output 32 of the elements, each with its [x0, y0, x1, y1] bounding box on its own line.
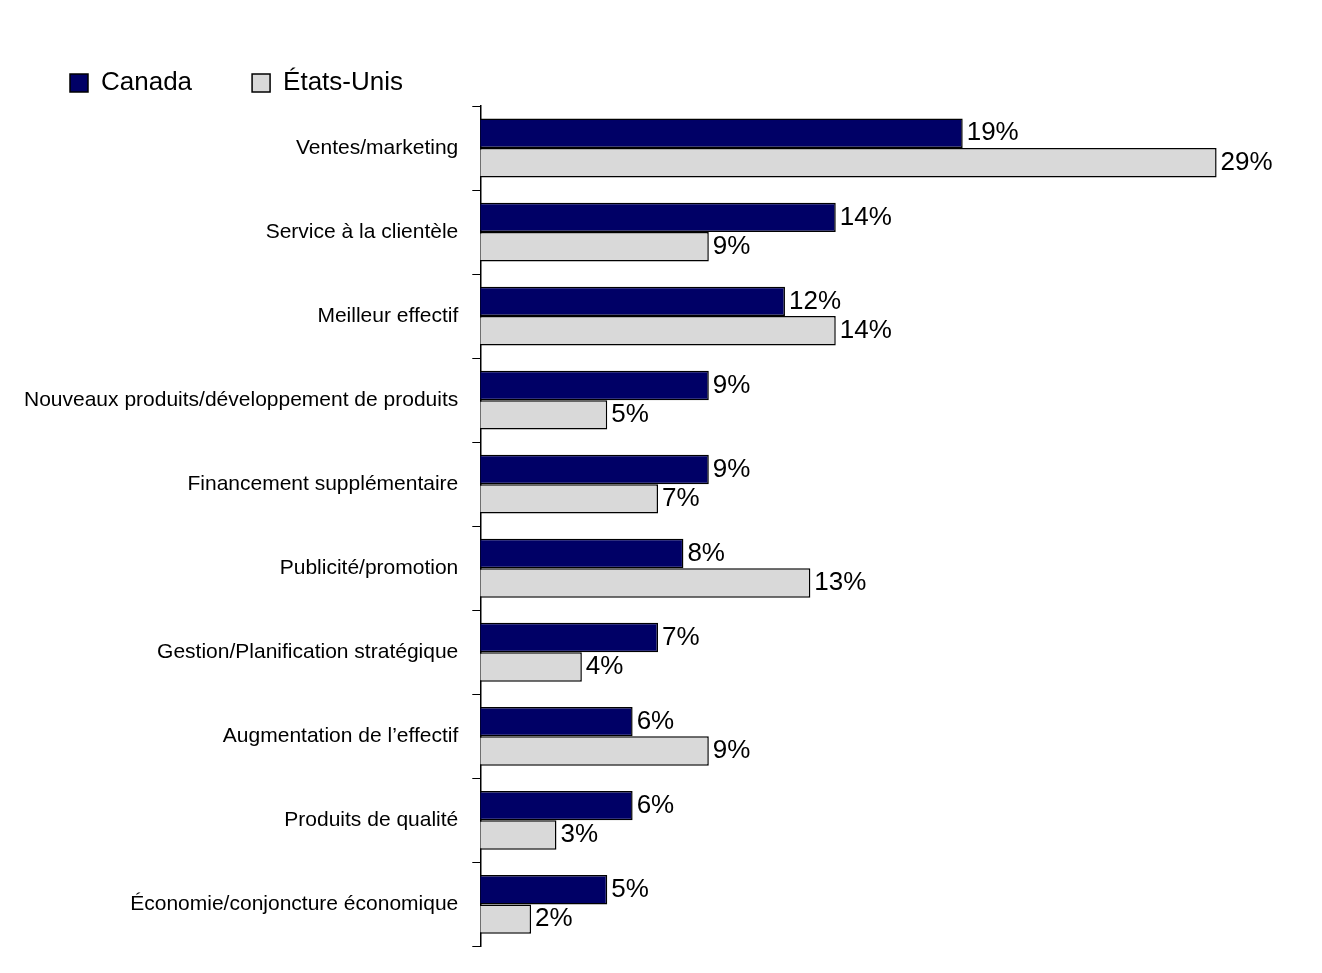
legend-label: Canada [101, 66, 193, 97]
y-tick-label: Publicité/promotion [279, 555, 459, 579]
y-tick-label: Ventes/marketing [296, 134, 459, 158]
data-label: 5% [611, 872, 649, 903]
data-label: 14% [839, 200, 892, 231]
data-label: 3% [560, 818, 599, 849]
y-tick-label: Meilleur effectif [317, 302, 459, 326]
y-tick-label: Gestion/Planification stratégique [157, 639, 459, 663]
y-tick-label: Financement supplémentaire [187, 470, 459, 494]
data-label: 2% [535, 902, 573, 933]
y-tick-label: Service à la clientèle [265, 218, 459, 242]
legend-label: États-Unis [283, 66, 403, 97]
data-label: 6% [636, 788, 675, 819]
y-tick-label: Économie/conjoncture économique [130, 891, 459, 915]
y-tick-label: Augmentation de l’effectif [222, 723, 459, 747]
data-label: 8% [687, 536, 725, 567]
y-tick-label: Nouveaux produits/développement de produits [23, 386, 459, 410]
data-label: 13% [814, 566, 867, 597]
data-label: 9% [712, 452, 751, 483]
data-label: 6% [636, 704, 675, 735]
data-label: 9% [712, 229, 751, 260]
data-label: 4% [585, 650, 624, 681]
data-label: 14% [839, 313, 892, 344]
data-label: 12% [788, 284, 842, 315]
data-label: 9% [712, 368, 751, 399]
data-label: 5% [611, 398, 649, 429]
data-label: 29% [1220, 145, 1273, 176]
data-label: 19% [966, 116, 1019, 147]
data-label: 7% [662, 482, 700, 513]
y-tick-label: Produits de qualité [284, 807, 459, 831]
data-label: 9% [712, 734, 751, 765]
data-label: 7% [662, 620, 700, 651]
